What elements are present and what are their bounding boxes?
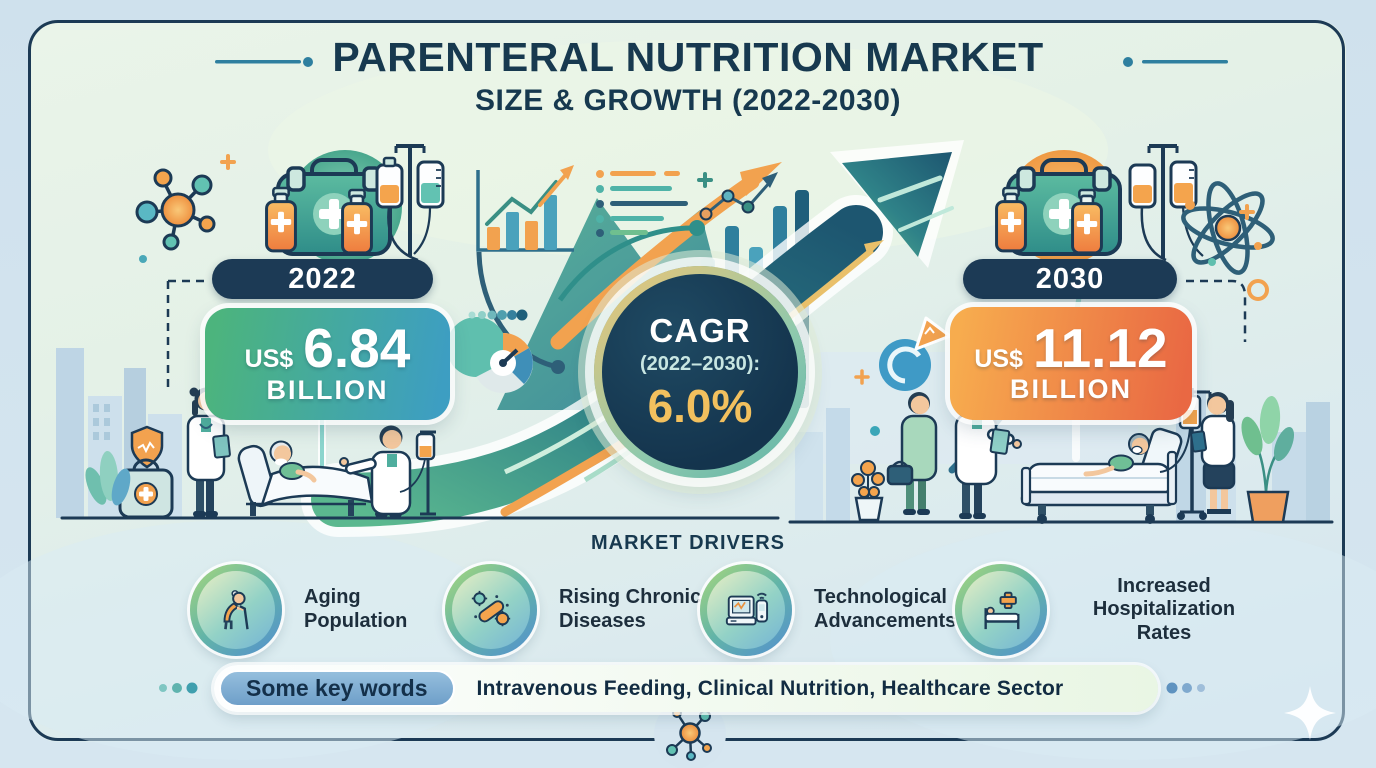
pie-chart-icon <box>879 316 952 391</box>
medical-bag-illustration <box>118 458 174 519</box>
page-title: PARENTERAL NUTRITION MARKET SIZE & GROWT… <box>0 34 1376 118</box>
market-drivers-heading: MARKET DRIVERS <box>590 532 785 554</box>
patient-bed-right <box>1020 427 1183 524</box>
cagr-value: 6.0% <box>647 379 753 432</box>
driver-label: Technological Advancements <box>814 586 957 632</box>
title-line2: SIZE & GROWTH (2022-2030) <box>475 84 901 117</box>
keyword-dots <box>159 682 1205 694</box>
molecule-bottom-icon <box>654 698 726 768</box>
atom-icon <box>1181 181 1275 301</box>
shield-icon <box>130 425 164 469</box>
medical-kit-icon-right <box>995 150 1122 264</box>
value-2030: 11.12 <box>1033 316 1168 379</box>
market-value-2022: US$ 6.84 BILLION <box>205 308 450 420</box>
value-2022: 6.84 <box>303 317 411 380</box>
patient-bed-left <box>237 440 374 516</box>
year-badge-2030: 2030 <box>963 259 1177 299</box>
iv-drip-icon-right <box>1128 144 1204 262</box>
driver-technology: Technological Advancements <box>700 564 1009 656</box>
year-badge-2022: 2022 <box>212 259 433 299</box>
driver-aging-population: Aging Population <box>190 564 439 656</box>
currency-2022: US$ <box>244 345 294 374</box>
sparkle-icon <box>1284 686 1336 740</box>
medical-kit-icon-left <box>265 150 402 264</box>
driver-hospitalization: Increased Hospitalization Rates <box>955 564 1259 656</box>
list-icon <box>596 170 688 237</box>
market-value-2030: US$ 11.12 BILLION <box>950 307 1192 420</box>
accent-dots <box>139 255 880 436</box>
driver-label: Increased Hospitalization Rates <box>1092 574 1236 644</box>
currency-2030: US$ <box>974 344 1024 373</box>
doctor-illustration-left2 <box>339 425 412 517</box>
cagr-label: CAGR <box>649 311 751 349</box>
title-line1: PARENTERAL NUTRITION MARKET <box>332 34 1044 80</box>
trend-dots-icon <box>699 172 778 221</box>
plant-small-right <box>851 460 885 522</box>
unit-2022: BILLION <box>266 374 389 405</box>
keywords-bar: Some key words Intravenous Feeding, Clin… <box>214 665 1158 712</box>
connector-curves <box>318 220 1080 468</box>
driver-label: Rising Chronic Diseases <box>559 586 702 632</box>
keywords-label: Some key words <box>219 670 455 707</box>
bar-chart-icon <box>476 165 574 252</box>
medical-devices-icon <box>700 564 792 656</box>
hospital-bed-icon <box>955 564 1047 656</box>
city-skyline-left <box>56 348 182 518</box>
elderly-person-icon <box>190 564 282 656</box>
plus-marks <box>220 154 1255 385</box>
driver-label: Aging Population <box>304 586 408 632</box>
driver-chronic-diseases: Rising Chronic Diseases <box>445 564 744 656</box>
cagr-range: (2022–2030): <box>639 352 761 375</box>
iv-small-left <box>399 430 436 516</box>
nurse-illustration-right <box>886 392 938 515</box>
cagr-badge: CAGR (2022–2030): 6.0% <box>594 266 806 478</box>
nurse-illustration-right2 <box>1190 392 1236 514</box>
dashed-connectors <box>166 279 1247 392</box>
plant-right <box>1241 396 1295 524</box>
plant-left <box>85 451 131 506</box>
title-decoration <box>215 57 1228 67</box>
unit-2030: BILLION <box>1010 374 1132 405</box>
iv-drip-icon-left <box>375 144 445 262</box>
gauge-icon <box>446 317 533 393</box>
pathogens-icon <box>445 564 537 656</box>
molecule-icon <box>135 168 216 251</box>
keywords-text: Intravenous Feeding, Clinical Nutrition,… <box>476 676 1064 700</box>
